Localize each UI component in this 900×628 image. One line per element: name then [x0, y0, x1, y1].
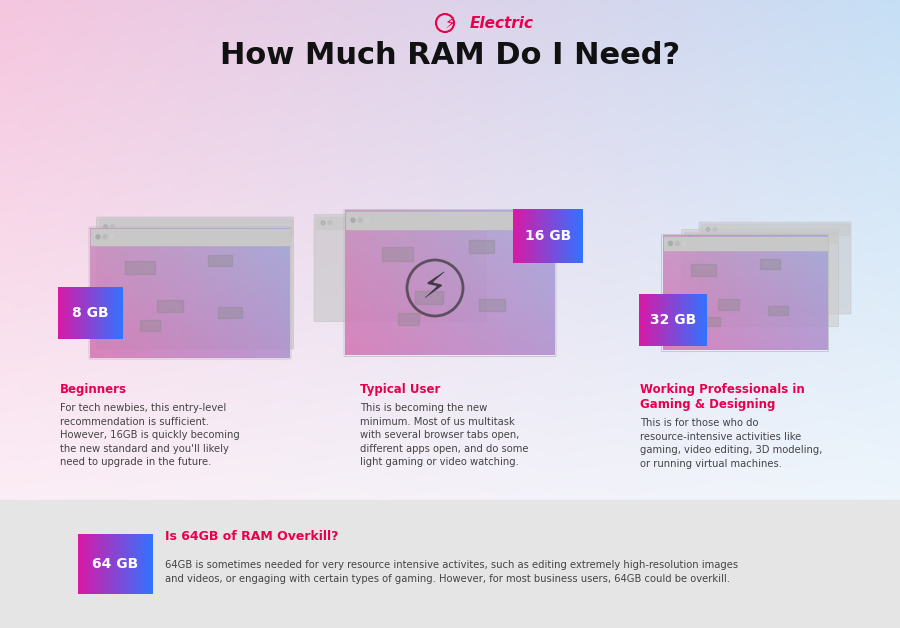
Bar [398, 313, 418, 325]
Bar [140, 320, 160, 331]
Circle shape [104, 225, 107, 229]
Text: 8 GB: 8 GB [72, 306, 108, 320]
Bar [91, 229, 289, 244]
Bar [416, 291, 443, 304]
Circle shape [328, 221, 332, 225]
Circle shape [676, 241, 680, 246]
FancyBboxPatch shape [96, 217, 293, 349]
Circle shape [321, 221, 325, 225]
Text: For tech newbies, this entry-level
recommendation is sufficient.
However, 16GB i: For tech newbies, this entry-level recom… [60, 403, 239, 467]
Text: This is for those who do
resource-intensive activities like
gaming, video editin: This is for those who do resource-intens… [640, 418, 823, 468]
Text: Electric: Electric [470, 16, 534, 31]
Bar [663, 237, 826, 251]
Bar [98, 219, 292, 235]
Circle shape [103, 235, 107, 239]
Circle shape [110, 235, 114, 239]
Text: ⚡: ⚡ [445, 16, 455, 31]
Circle shape [696, 236, 699, 239]
Circle shape [351, 218, 355, 222]
Bar [701, 224, 849, 235]
Text: How Much RAM Do I Need?: How Much RAM Do I Need? [220, 41, 680, 70]
Circle shape [96, 235, 100, 239]
Bar [382, 247, 413, 261]
Circle shape [682, 241, 687, 246]
Bar [760, 259, 779, 269]
Bar [208, 254, 232, 266]
Bar [0, 500, 900, 628]
Circle shape [703, 236, 706, 239]
Text: ⚡: ⚡ [422, 271, 447, 305]
Circle shape [335, 221, 339, 225]
Text: 64 GB: 64 GB [92, 557, 138, 571]
Circle shape [669, 241, 672, 246]
FancyBboxPatch shape [699, 222, 851, 314]
Bar [157, 300, 183, 312]
Text: 64GB is sometimes needed for very resource intensive activites, such as editing : 64GB is sometimes needed for very resour… [165, 560, 738, 584]
Text: 16 GB: 16 GB [525, 229, 572, 243]
Text: Typical User: Typical User [360, 383, 440, 396]
Circle shape [713, 227, 717, 231]
Circle shape [111, 225, 114, 229]
Circle shape [720, 227, 724, 231]
Bar [704, 317, 720, 327]
Bar [691, 264, 716, 276]
Bar [125, 261, 155, 274]
Text: Beginners: Beginners [60, 383, 127, 396]
Circle shape [688, 236, 692, 239]
Circle shape [118, 225, 122, 229]
Bar [768, 306, 788, 315]
Text: Is 64GB of RAM Overkill?: Is 64GB of RAM Overkill? [165, 529, 338, 543]
Bar [218, 307, 242, 318]
Bar [346, 212, 554, 229]
Bar [683, 232, 836, 243]
Circle shape [706, 227, 710, 231]
Text: Working Professionals in
Gaming & Designing: Working Professionals in Gaming & Design… [640, 383, 805, 411]
Text: This is becoming the new
minimum. Most of us multitask
with several browser tabs: This is becoming the new minimum. Most o… [360, 403, 528, 467]
Text: 32 GB: 32 GB [650, 313, 696, 327]
Bar [718, 300, 739, 310]
FancyBboxPatch shape [314, 215, 486, 322]
Bar [480, 299, 505, 311]
Circle shape [365, 218, 369, 222]
FancyBboxPatch shape [681, 229, 839, 327]
Bar [469, 241, 494, 253]
Bar [316, 217, 484, 229]
Circle shape [358, 218, 362, 222]
